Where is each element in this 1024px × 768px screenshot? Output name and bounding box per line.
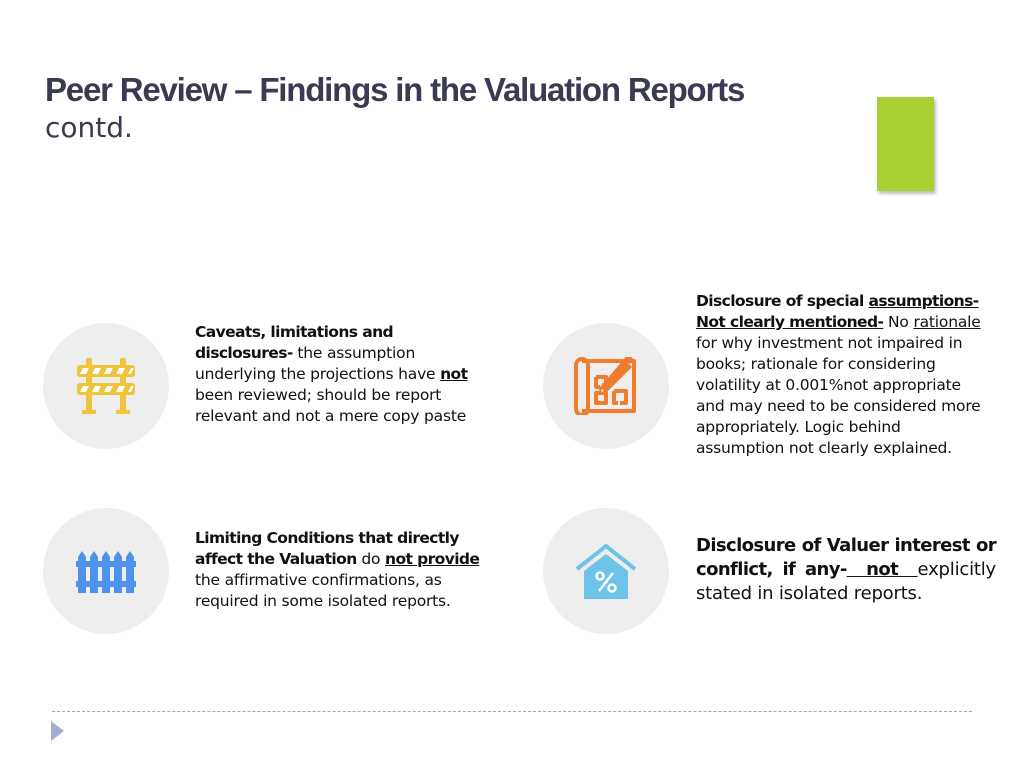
finding-heading-underlined: assumptions- Not clearly mentioned- [696,292,979,331]
finding-text: the affirmative confirmations, as requir… [195,571,451,610]
finding-text: No [883,313,914,331]
finding-heading: Disclosure of Valuer interest or conflic… [696,535,997,580]
icon-circle-assumptions [543,323,669,449]
finding-text: been reviewed; should be report relevant… [195,386,467,425]
finding-emphasis: not [846,559,918,580]
finding-caveats: Caveats, limitations and disclosures- th… [195,322,495,427]
finding-limiting-conditions: Limiting Conditions that directly affect… [195,528,495,612]
footer-divider [52,711,972,712]
finding-text: do [356,550,386,568]
road-barrier-icon [77,358,135,414]
fence-icon [76,551,136,593]
finding-emphasis: not provide [385,550,480,568]
house-percent-icon [575,543,637,599]
icon-circle-caveats [43,323,169,449]
finding-heading: Caveats, limitations and disclosures- [195,323,394,362]
green-accent-block [877,97,934,191]
finding-heading: Limiting Conditions that directly affect… [195,529,459,568]
triangle-right-icon [51,721,64,741]
icon-circle-valuer-interest [543,508,669,634]
blueprint-pencil-icon [574,357,636,415]
finding-text-underlined: rationale [913,313,981,331]
finding-text: for why investment not impaired in books… [696,334,981,457]
finding-text: explicitly stated in isolated reports. [696,559,996,604]
finding-text: the assumption underlying the projection… [195,344,441,383]
slide-subtitle: contd. [45,111,133,144]
finding-emphasis: not [440,365,468,383]
finding-special-assumptions: Disclosure of special assumptions- Not c… [696,291,981,459]
finding-valuer-interest: Disclosure of Valuer interest or conflic… [696,534,997,606]
icon-circle-limiting-conditions [43,508,169,634]
slide-title: Peer Review – Findings in the Valuation … [45,71,745,108]
finding-heading: Disclosure of special [696,292,869,310]
